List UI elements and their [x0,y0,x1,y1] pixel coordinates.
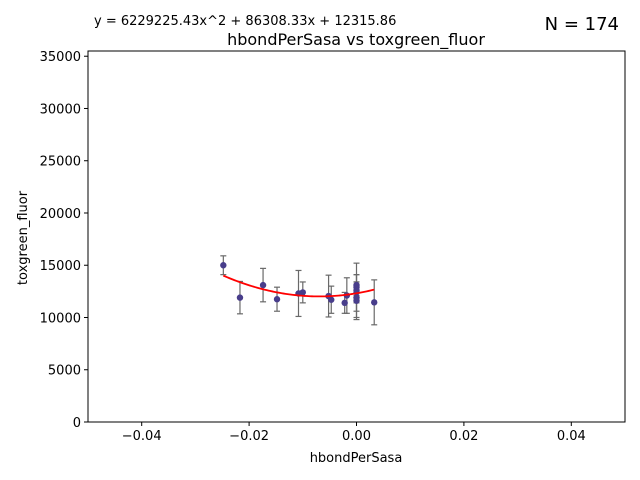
data-point [236,294,244,301]
axes: −0.04 −0.02 0.00 0.02 0.04 0 5000 10000 15000 200… [40,50,626,444]
x-tick-label: 0.02 [449,429,478,444]
x-axis-label: hbondPerSasa [310,451,403,466]
x-tick-label: 0.04 [557,429,586,444]
y-tick-label: 10000 [40,311,81,326]
plot-area [220,255,378,326]
data-point [353,287,360,294]
fit-equation: y = 6229225.43x^2 + 86308.33x + 12315.86 [94,14,396,29]
y-tick-label: 35000 [40,50,81,65]
data-point [273,296,281,303]
fit-curve [222,274,375,298]
data-point [299,289,306,296]
y-axis-label: toxgreen_fluor [16,190,31,285]
data-point [341,299,348,307]
plot-frame [87,50,626,423]
x-tick-label: −0.04 [122,429,162,444]
x-tick-label: −0.02 [229,429,269,444]
data-point [353,297,360,304]
data-point [371,299,378,306]
y-tick-label: 0 [73,416,81,431]
data-point [328,296,335,303]
y-tick-label: 25000 [40,155,81,170]
chart-title: hbondPerSasa vs toxgreen_fluor [227,30,485,50]
y-tick-label: 30000 [40,102,81,117]
data-point [353,281,360,289]
data-point [220,262,227,269]
y-tick-label: 20000 [40,207,81,222]
data-point [259,281,267,289]
x-tick-label: 0.00 [342,429,371,444]
y-tick-label: 15000 [40,259,81,274]
y-tick-label: 5000 [48,364,81,379]
sample-count: N = 174 [545,14,619,35]
